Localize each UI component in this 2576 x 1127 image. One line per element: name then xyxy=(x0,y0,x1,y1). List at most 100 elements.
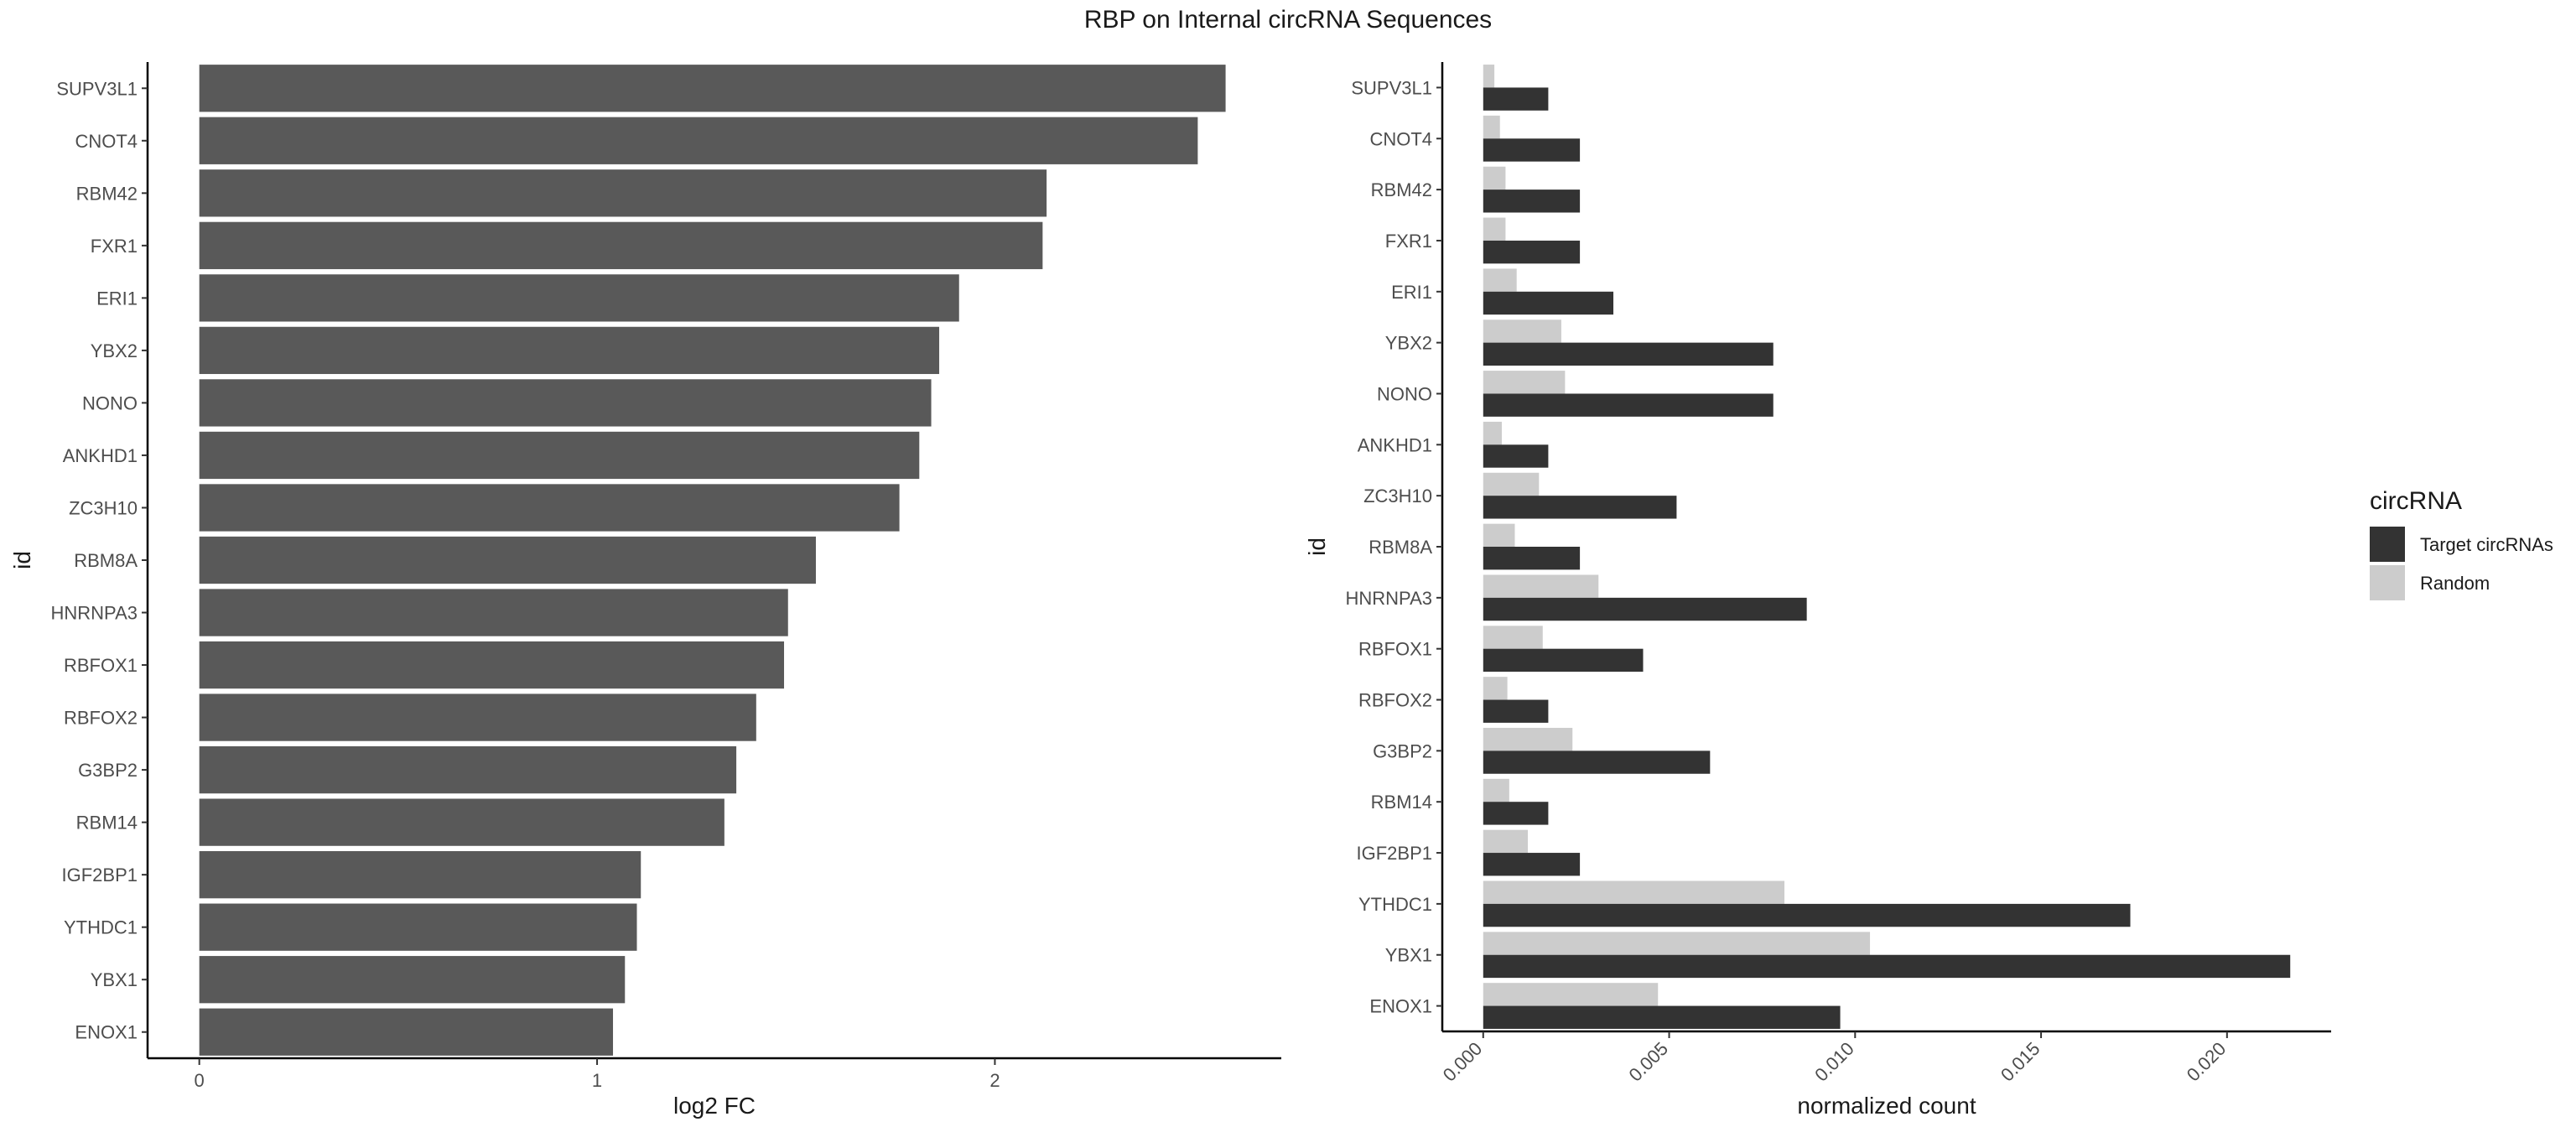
left-bar-zc3h10 xyxy=(199,484,900,532)
left-panel: SUPV3L1 CNOT4 RBM42 FXR1 ERI1 YBX2 NONO ANKHD1 Z… xyxy=(9,62,1281,1119)
right-bar-target-supv3l1 xyxy=(1483,87,1549,111)
left-bar-enox1 xyxy=(199,1008,614,1056)
left-bar-ankhd1 xyxy=(199,431,920,480)
right-y-tick-label: RBM14 xyxy=(1371,792,1432,813)
right-x-tick-label: 0.015 xyxy=(1997,1038,2044,1086)
right-bar-random-hnrnpa3 xyxy=(1483,574,1599,598)
right-y-tick-label: ENOX1 xyxy=(1369,996,1432,1017)
left-bar-ybx1 xyxy=(199,956,626,1004)
right-y-tick-label: YTHDC1 xyxy=(1358,894,1432,915)
legend-title: circRNA xyxy=(2370,487,2462,515)
right-y-tick-label: FXR1 xyxy=(1385,231,1432,252)
right-y-tick-label: ANKHD1 xyxy=(1358,434,1432,455)
left-bar-g3bp2 xyxy=(199,745,737,794)
legend-label-target-circrnas: Target circRNAs xyxy=(2420,534,2553,555)
right-x-axis-title: normalized count xyxy=(1797,1093,1976,1119)
left-bar-rbfox2 xyxy=(199,693,756,741)
right-bar-target-rbm8a xyxy=(1483,547,1581,570)
left-y-tick-label: RBFOX1 xyxy=(64,655,138,676)
right-y-tick-label: RBFOX2 xyxy=(1358,690,1432,711)
left-bar-supv3l1 xyxy=(199,65,1226,112)
right-bar-random-rbfox1 xyxy=(1483,626,1543,649)
right-bar-target-rbfox1 xyxy=(1483,648,1644,673)
left-y-tick-label: NONO xyxy=(82,392,138,413)
right-y-tick-label: YBX2 xyxy=(1385,333,1432,354)
left-y-tick-label: RBM42 xyxy=(76,183,138,204)
left-bar-rbfox1 xyxy=(199,641,785,689)
left-bar-igf2bp1 xyxy=(199,851,641,899)
right-bar-random-ybx1 xyxy=(1483,932,1871,955)
left-y-tick-label: RBM14 xyxy=(76,813,138,834)
right-y-tick-label: NONO xyxy=(1377,383,1432,404)
left-x-tick-label: 1 xyxy=(592,1070,602,1091)
left-bar-cnot4 xyxy=(199,117,1198,164)
left-y-tick-label: RBFOX2 xyxy=(64,708,138,729)
left-y-axis-title: id xyxy=(9,551,35,569)
left-y-tick-label: YBX2 xyxy=(91,340,138,361)
left-bar-ybx2 xyxy=(199,326,940,375)
right-bar-random-rbfox2 xyxy=(1483,677,1508,700)
right-bar-target-hnrnpa3 xyxy=(1483,597,1807,621)
right-bar-random-cnot4 xyxy=(1483,115,1500,139)
left-bar-nono xyxy=(199,379,932,427)
left-y-tick-label: CNOT4 xyxy=(75,131,138,152)
right-bar-target-zc3h10 xyxy=(1483,496,1677,519)
right-bar-target-cnot4 xyxy=(1483,138,1581,162)
right-bar-target-ybx1 xyxy=(1483,954,2291,979)
legend-swatch-target-circrnas xyxy=(2370,527,2405,562)
right-bar-target-rbm14 xyxy=(1483,802,1549,825)
right-y-tick-label: RBM42 xyxy=(1371,179,1432,200)
left-y-tick-label: FXR1 xyxy=(91,236,138,257)
right-y-tick-label: YBX1 xyxy=(1385,945,1432,966)
right-panel: SUPV3L1 CNOT4 RBM42 FXR1 ERI1 YBX2 NONO ANKHD1 Z… xyxy=(1304,62,2331,1119)
left-bar-eri1 xyxy=(199,274,959,322)
left-bar-fxr1 xyxy=(199,221,1043,269)
left-bar-rbm42 xyxy=(199,169,1047,217)
left-x-axis-title: log2 FC xyxy=(673,1093,756,1119)
right-bar-target-ythdc1 xyxy=(1483,903,2131,927)
left-bar-rbm8a xyxy=(199,536,816,584)
right-bar-random-rbm14 xyxy=(1483,778,1509,802)
left-y-ticks: SUPV3L1 CNOT4 RBM42 FXR1 ERI1 YBX2 NONO ANKHD1 Z… xyxy=(50,78,148,1043)
left-y-tick-label: ERI1 xyxy=(96,288,138,309)
right-bar-target-enox1 xyxy=(1483,1005,1841,1029)
chart-title: RBP on Internal circRNA Sequences xyxy=(1083,6,1493,34)
right-bar-random-nono xyxy=(1483,371,1566,394)
right-bar-random-enox1 xyxy=(1483,983,1659,1006)
right-bar-target-rbm42 xyxy=(1483,190,1581,213)
right-bar-target-fxr1 xyxy=(1483,240,1581,264)
right-y-ticks: SUPV3L1 CNOT4 RBM42 FXR1 ERI1 YBX2 NONO ANKHD1 Z… xyxy=(1345,77,1442,1017)
right-bar-random-zc3h10 xyxy=(1483,472,1540,496)
right-y-tick-label: IGF2BP1 xyxy=(1357,843,1432,864)
left-y-tick-label: SUPV3L1 xyxy=(56,78,138,99)
legend: circRNA Target circRNAs Random xyxy=(2370,487,2553,600)
left-y-tick-label: G3BP2 xyxy=(78,760,138,781)
left-y-tick-label: YBX1 xyxy=(91,969,138,990)
left-x-tick-label: 2 xyxy=(989,1070,1000,1091)
left-y-tick-label: ZC3H10 xyxy=(69,497,138,518)
legend-items: Target circRNAs Random xyxy=(2370,527,2553,600)
right-x-tick-label: 0.005 xyxy=(1624,1038,1672,1086)
right-y-tick-label: RBFOX1 xyxy=(1358,639,1432,660)
right-bars xyxy=(1483,65,2291,1029)
legend-swatch-random xyxy=(2370,565,2405,600)
right-bar-random-ybx2 xyxy=(1483,319,1561,343)
right-bar-random-supv3l1 xyxy=(1483,65,1495,88)
right-x-tick-label: 0.020 xyxy=(2183,1038,2231,1086)
right-y-tick-label: ERI1 xyxy=(1391,282,1432,303)
right-bar-target-eri1 xyxy=(1483,291,1614,315)
right-bar-target-rbfox2 xyxy=(1483,699,1549,723)
right-bar-random-ythdc1 xyxy=(1483,880,1785,904)
right-x-tick-label: 0.000 xyxy=(1439,1038,1487,1086)
left-y-tick-label: ANKHD1 xyxy=(63,445,138,466)
left-bar-hnrnpa3 xyxy=(199,589,788,636)
legend-label-random: Random xyxy=(2420,573,2490,594)
right-y-tick-label: RBM8A xyxy=(1368,537,1432,558)
right-y-tick-label: SUPV3L1 xyxy=(1351,77,1432,98)
right-bar-target-g3bp2 xyxy=(1483,750,1711,774)
left-bar-ythdc1 xyxy=(199,903,637,951)
right-x-tick-label: 0.010 xyxy=(1810,1038,1858,1086)
right-y-tick-label: ZC3H10 xyxy=(1363,486,1432,506)
right-y-axis-title: id xyxy=(1304,538,1330,556)
